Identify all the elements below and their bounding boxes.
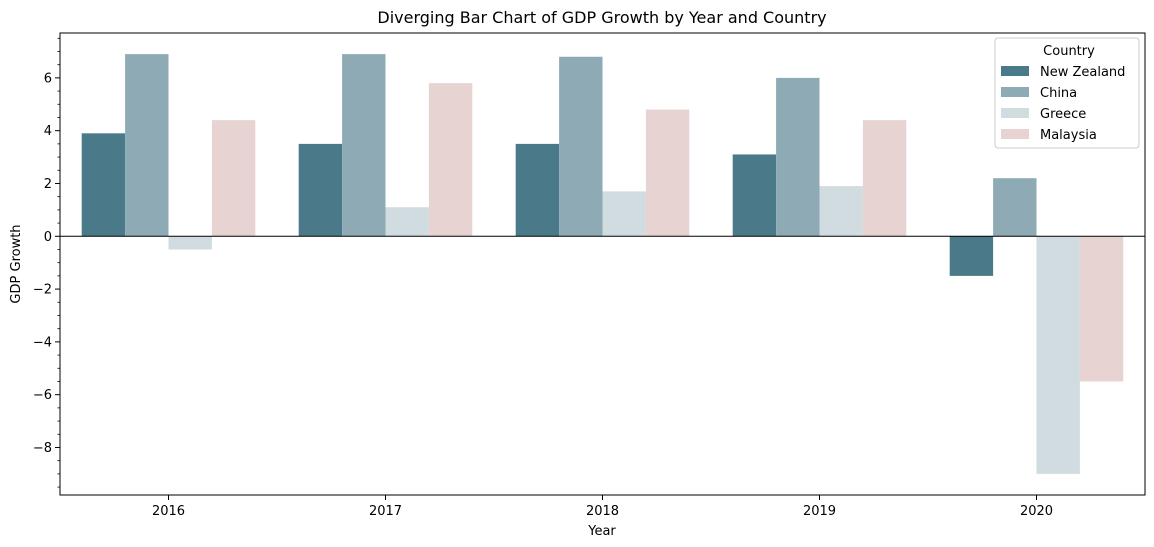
y-axis-label: GDP Growth [9,224,24,303]
y-tick-label: 4 [44,124,52,139]
y-tick-label: −2 [33,283,52,298]
bar-malaysia-2018 [645,109,690,237]
legend-swatch-malaysia [1001,129,1029,139]
bar-new-zealand-2019 [732,154,777,237]
bar-greece-2016 [168,236,212,250]
y-tick-label: −4 [33,335,52,350]
bar-malaysia-2017 [428,83,473,237]
bar-new-zealand-2016 [81,133,126,237]
x-axis-label: Year [587,524,616,539]
bar-malaysia-2020 [1079,236,1124,382]
bar-greece-2020 [1036,236,1080,474]
legend-title: Country [1043,44,1095,59]
bar-china-2020 [993,178,1037,237]
legend-swatch-greece [1001,108,1029,118]
legend-label-china: China [1040,86,1077,101]
legend-swatch-china [1001,87,1029,97]
x-tick-label-2018: 2018 [586,504,619,519]
y-tick-label: −8 [33,441,52,456]
legend-label-new-zealand: New Zealand [1040,65,1125,80]
legend-box [994,37,1140,149]
bar-china-2017 [342,54,386,237]
y-tick-label: 0 [44,230,52,245]
bar-new-zealand-2018 [515,143,560,237]
x-tick-label-2020: 2020 [1020,504,1053,519]
bar-new-zealand-2020 [949,236,994,276]
bar-new-zealand-2017 [298,143,343,237]
y-tick-label: 2 [44,177,52,192]
legend: Country New Zealand China Greece Malaysia [994,37,1140,149]
plot-area [60,54,1145,474]
bar-greece-2019 [819,186,863,237]
bar-china-2019 [776,77,820,237]
bar-greece-2018 [602,191,646,237]
y-tick-label: 6 [44,71,52,86]
x-tick-label-2016: 2016 [152,504,185,519]
chart-title: Diverging Bar Chart of GDP Growth by Yea… [377,8,826,27]
x-tick-label-2019: 2019 [803,504,836,519]
legend-swatch-new-zealand [1001,66,1029,76]
bar-malaysia-2016 [211,120,256,237]
bar-greece-2017 [385,207,429,237]
x-tick-label-2017: 2017 [369,504,402,519]
bar-china-2018 [559,56,603,237]
bar-china-2016 [125,54,169,237]
legend-label-malaysia: Malaysia [1040,128,1097,143]
bar-malaysia-2019 [862,120,907,237]
legend-label-greece: Greece [1040,107,1086,122]
y-tick-label: −6 [33,388,52,403]
